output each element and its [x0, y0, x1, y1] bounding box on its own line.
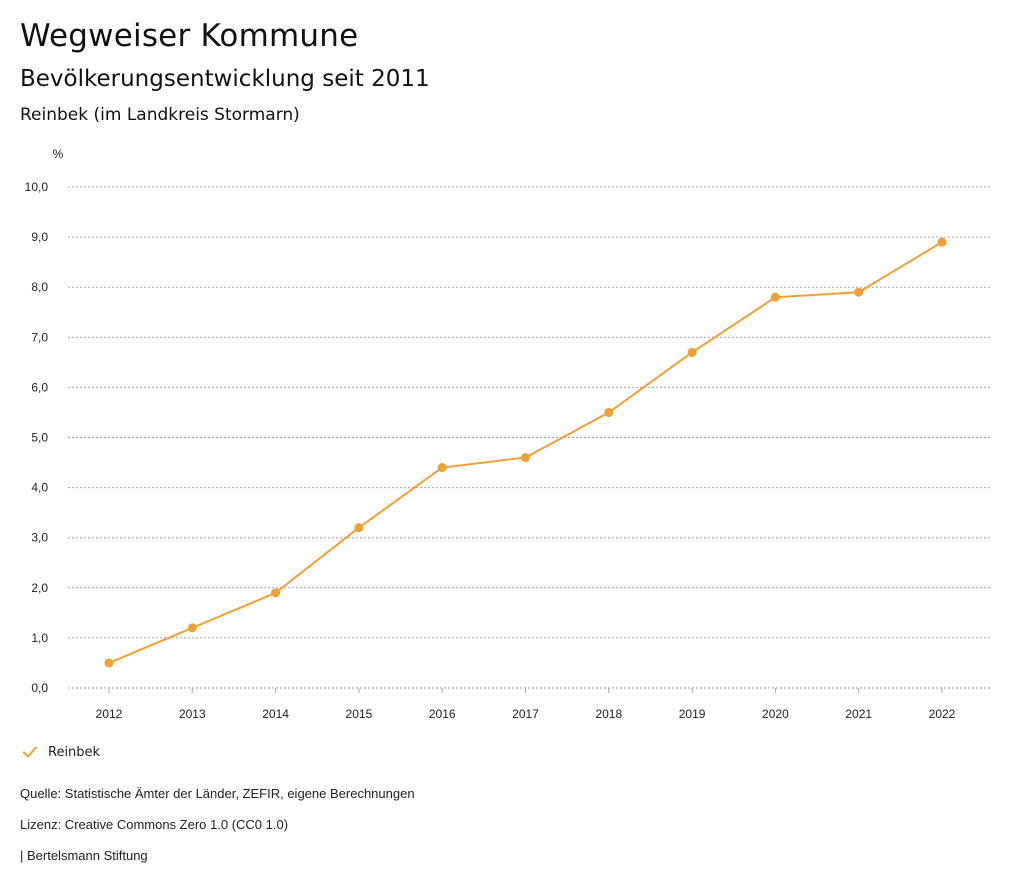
source-note: Quelle: Statistische Ämter der Länder, Z…	[20, 786, 415, 801]
y-tick-label: 6,0	[31, 380, 48, 394]
data-point[interactable]	[770, 292, 780, 302]
data-point[interactable]	[104, 658, 114, 668]
data-point[interactable]	[854, 287, 864, 297]
x-tick-label: 2020	[762, 707, 789, 721]
legend-label: Reinbek	[48, 744, 101, 760]
y-tick-label: 8,0	[31, 280, 48, 294]
grid-layer	[68, 186, 990, 689]
y-tick-label: 4,0	[31, 481, 48, 495]
y-tick-label: 7,0	[31, 330, 48, 344]
y-tick-label: 1,0	[31, 631, 48, 645]
check-icon	[23, 746, 37, 758]
x-tick-label: 2016	[429, 707, 456, 721]
x-tick-label: 2022	[929, 707, 956, 721]
x-tick-label: 2018	[595, 707, 622, 721]
line-chart: % 0,0 1,0 2,0 3,0 4,0 5,0 6,0 7,0 8,0 9,0 10,0 2012 2…	[25, 147, 990, 721]
data-point[interactable]	[937, 237, 947, 247]
data-point[interactable]	[604, 407, 614, 417]
series-line-reinbek	[108, 241, 943, 664]
x-tick-label: 2015	[346, 707, 373, 721]
y-tick-label: 9,0	[31, 230, 48, 244]
chart-subtitle: Bevölkerungsentwicklung seit 2011	[20, 66, 430, 92]
page-title: Wegweiser Kommune	[20, 18, 359, 54]
x-tick-label: 2012	[96, 707, 123, 721]
data-point[interactable]	[187, 623, 197, 633]
x-tick-label: 2017	[512, 707, 539, 721]
y-axis-unit: %	[53, 147, 64, 161]
data-point[interactable]	[687, 347, 697, 357]
brand-note: | Bertelsmann Stiftung	[20, 848, 148, 863]
y-tick-label: 3,0	[31, 531, 48, 545]
y-tick-label: 0,0	[31, 681, 48, 695]
x-tick-label: 2021	[845, 707, 872, 721]
y-tick-label: 10,0	[25, 180, 49, 194]
y-tick-label: 2,0	[31, 581, 48, 595]
x-tick-label: 2014	[262, 707, 289, 721]
x-tick-label: 2019	[679, 707, 706, 721]
legend[interactable]: Reinbek	[22, 744, 100, 760]
data-point[interactable]	[437, 463, 447, 473]
data-point[interactable]	[521, 453, 530, 463]
series-layer	[104, 237, 947, 668]
data-point[interactable]	[354, 523, 364, 533]
data-point[interactable]	[271, 588, 281, 598]
x-tick-label: 2013	[179, 707, 206, 721]
y-tick-label: 5,0	[31, 431, 48, 445]
license-note: Lizenz: Creative Commons Zero 1.0 (CC0 1…	[20, 817, 289, 832]
region-label: Reinbek (im Landkreis Stormarn)	[20, 105, 300, 125]
axis-layer: % 0,0 1,0 2,0 3,0 4,0 5,0 6,0 7,0 8,0 9,0 10,0 2012 2…	[25, 147, 956, 721]
